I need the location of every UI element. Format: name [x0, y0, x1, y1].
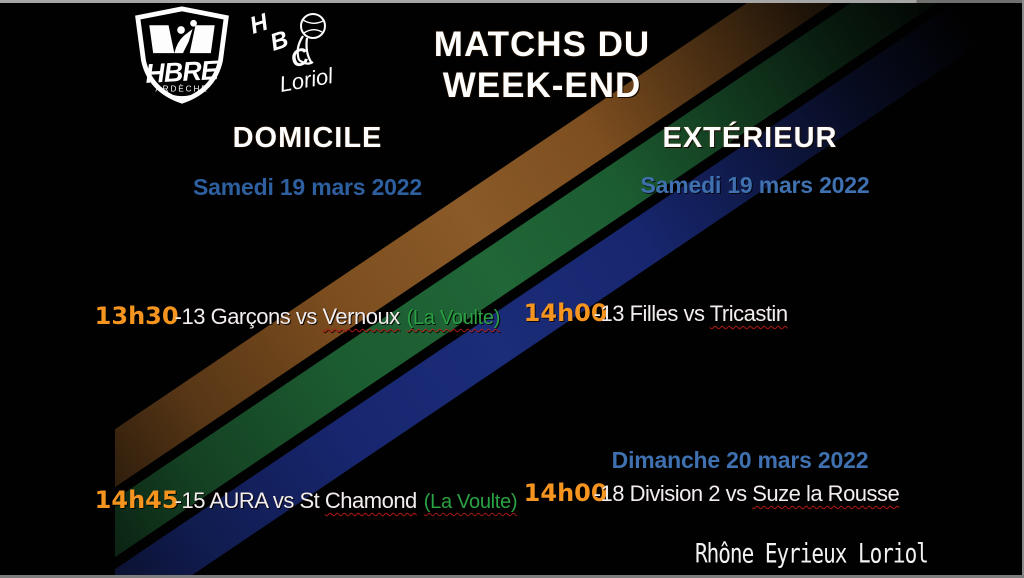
match-location: (La Voulte)	[406, 307, 501, 329]
hbre-ardeche-logo: HBRE ARDÈCHE	[121, 5, 243, 105]
match-time: 13h30	[94, 302, 179, 330]
match-opponent: Tricastin	[709, 301, 788, 326]
hbre-logo-text: HBRE	[145, 55, 221, 89]
match-row: 13h30-13 Garçons vs Vernoux (La Voulte)	[68, 244, 517, 392]
match-teams: -15 AURA vs St	[174, 488, 325, 513]
exterieur-heading: EXTÉRIEUR	[662, 122, 838, 154]
handball-player-icon	[174, 29, 193, 54]
hbc-loriol-logo: HBC Loriol	[247, 8, 343, 100]
window-edge-bottom	[0, 575, 1024, 578]
window-edge-right	[1022, 0, 1024, 578]
player-sketch	[296, 35, 314, 65]
domicile-date: Samedi 19 mars 2022	[193, 174, 422, 200]
page-title: MATCHS DU WEEK-END	[392, 24, 692, 106]
match-time: 14h00	[523, 299, 608, 327]
match-time: 14h00	[523, 479, 608, 507]
window-edge-top	[0, 0, 1024, 3]
exterieur-date-samedi: Samedi 19 mars 2022	[640, 172, 870, 198]
exterieur-date-dimanche: Dimanche 20 mars 2022	[611, 447, 869, 473]
match-time: 14h45	[94, 486, 179, 514]
hbc-logo-city: Loriol	[278, 63, 336, 97]
match-teams: -13 Garçons vs	[174, 304, 323, 329]
shield-icon: HBRE ARDÈCHE	[135, 6, 229, 104]
domicile-heading: DOMICILE	[232, 122, 383, 154]
match-opponent: Chamond	[324, 488, 417, 513]
match-opponent: Vernoux	[322, 304, 400, 329]
match-location: (La Voulte)	[423, 491, 518, 513]
title-line-2: WEEK-END	[442, 66, 642, 105]
match-row: 14h45-15 AURA vs St Chamond (La Voulte)	[68, 428, 518, 576]
match-opponent: Suze la Rousse	[752, 481, 900, 506]
hbc-loriol-icon: HBC Loriol	[247, 8, 336, 97]
domicile-match-list: 13h30-13 Garçons vs Vernoux (La Voulte) 1…	[68, 208, 518, 578]
ball-icon	[300, 13, 326, 39]
hbre-logo-region: ARDÈCHE	[155, 84, 208, 94]
match-row: 14h00-18 Division 2 vs Suze la Rousse	[497, 423, 903, 567]
club-signature: Rhône Eyrieux Loriol	[695, 538, 929, 569]
match-row: 14h00-13 Filles vs Tricastin	[497, 243, 903, 387]
player-head	[177, 26, 185, 34]
ball-icon	[190, 19, 197, 27]
match-teams: -18 Division 2 vs	[593, 481, 753, 506]
title-line-1: MATCHS DU	[433, 25, 651, 64]
match-teams: -13 Filles vs	[593, 301, 710, 326]
exterieur-match-list-samedi: 14h00-13 Filles vs Tricastin 14h00-18 Di…	[497, 207, 903, 578]
